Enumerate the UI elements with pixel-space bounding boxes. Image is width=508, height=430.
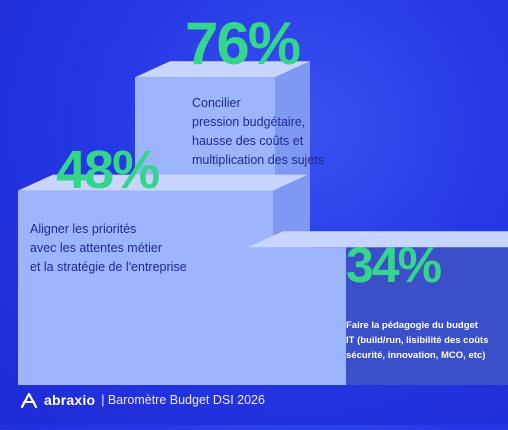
bar-extension-top — [346, 231, 508, 248]
bar-top — [135, 61, 310, 78]
footer: abraxio | Baromètre Budget DSI 2026 — [20, 390, 265, 410]
bar — [248, 247, 346, 385]
bar-value-label: 48% — [56, 140, 160, 200]
bar-category-label: Concilier pression budgétaire, hausse de… — [192, 96, 325, 167]
bar-category-label: Faire la pédagogie du budget IT (build/r… — [346, 320, 489, 361]
brand-name: abraxio — [44, 392, 96, 408]
bar-extension — [346, 247, 508, 385]
bar-top — [248, 231, 381, 248]
bar-value-label: 34% — [346, 237, 442, 293]
bar-category-label: Aligner les priorités avec les attentes … — [30, 222, 187, 274]
bar-top — [18, 174, 308, 191]
bar-value-label: 76% — [185, 10, 301, 77]
footer-caption: | Baromètre Budget DSI 2026 — [101, 393, 265, 407]
bar — [18, 190, 273, 385]
abraxio-logo-icon — [20, 392, 38, 409]
